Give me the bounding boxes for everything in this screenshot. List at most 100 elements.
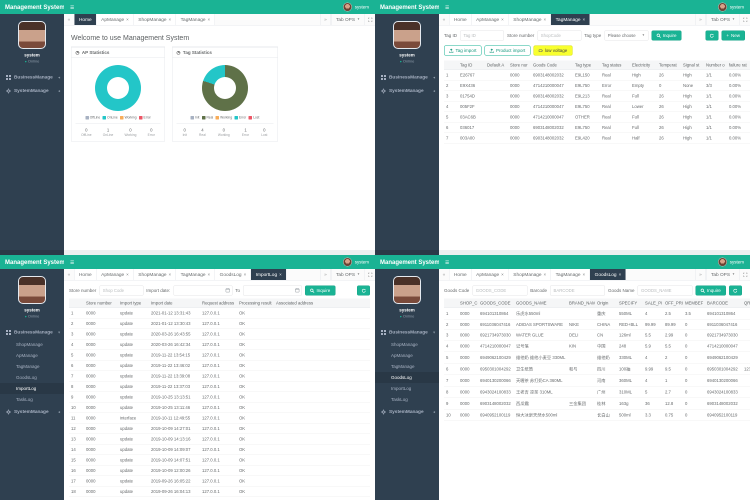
close-icon[interactable]: × [501,17,504,22]
column-header[interactable]: OFF_PRI [663,298,683,308]
tab-ops-dropdown[interactable]: Tab OPS ▼ [706,269,739,280]
column-header[interactable]: failure rat [727,60,750,70]
sidebar-subitem[interactable]: TaskLog [391,397,408,402]
close-icon[interactable]: × [543,272,547,277]
close-icon[interactable]: × [582,272,586,277]
sidebar-item-systemmanage[interactable]: SystemManage ◂ [375,405,439,419]
date-to-input[interactable] [243,285,303,296]
close-icon[interactable]: × [582,17,586,22]
tab-ops-dropdown[interactable]: Tab OPS ▼ [331,269,364,280]
column-header[interactable]: SALE_PI [643,298,663,308]
sidebar-item-businessmanage[interactable]: BusinessManage ◂ [0,71,64,85]
tag-type-select[interactable]: Please choose ▼ [604,30,649,41]
profile-avatar[interactable] [18,276,46,304]
sidebar-subitem[interactable]: GoodsLog [375,372,439,383]
fullscreen-icon[interactable] [739,269,750,280]
tag-id-input[interactable] [460,30,505,41]
tab[interactable]: ApManage × [471,269,509,280]
hamburger-icon[interactable]: ≡ [445,3,450,11]
tab[interactable]: GoodsLog × [590,269,627,280]
close-icon[interactable]: × [543,17,547,22]
column-header[interactable]: Associated address [274,298,370,308]
sidebar-subitem[interactable]: ApManage [16,353,38,358]
tab-scroll-right[interactable]: » [321,14,332,25]
sidebar-item-businessmanage[interactable]: BusinessManage ▾ [375,326,439,340]
column-header[interactable]: BARCODE [705,298,742,308]
close-icon[interactable]: × [207,272,211,277]
close-icon[interactable]: × [243,272,247,277]
fullscreen-icon[interactable] [364,269,376,280]
inquire-button[interactable]: Inquire [651,30,682,41]
column-header[interactable]: QRCODE [742,298,750,308]
tab[interactable]: ImportLog × [251,269,287,280]
tab[interactable]: ShopManage × [508,14,552,25]
product-import-button[interactable]: Product import [484,45,531,56]
tab-ops-dropdown[interactable]: Tab OPS ▼ [706,14,739,25]
tab[interactable]: TagManage × [176,269,216,280]
tab[interactable]: ShopManage × [508,269,552,280]
sidebar-subitem[interactable]: TagManage [16,364,40,369]
tab[interactable]: TagManage × [551,14,591,25]
profile-avatar[interactable] [18,21,46,49]
close-icon[interactable]: × [126,17,129,22]
tab[interactable]: TagManage × [551,269,591,280]
close-icon[interactable]: × [618,272,622,277]
refresh-button[interactable] [705,30,719,41]
hamburger-icon[interactable]: ≡ [445,258,450,266]
inquire-button[interactable]: Inquire [695,285,726,296]
sidebar-subitem[interactable]: ShopManage [391,342,418,347]
tab-scroll-left[interactable]: « [439,14,450,25]
column-header[interactable]: Store number [84,298,118,308]
column-header[interactable]: BRAND_NAME [567,298,595,308]
column-header[interactable]: Default A [485,60,508,70]
sidebar-subitem[interactable]: ImportLog [0,383,64,394]
close-icon[interactable]: × [279,272,282,277]
store-number-input[interactable] [99,285,144,296]
column-header[interactable]: Store nur [508,60,531,70]
navbar-avatar[interactable] [343,2,353,12]
profile-avatar[interactable] [393,276,421,304]
tab[interactable]: ApManage × [471,14,509,25]
profile-avatar[interactable] [393,21,421,49]
column-header[interactable]: MEMBEF [683,298,705,308]
column-header[interactable]: Origin [595,298,617,308]
sidebar-subitem[interactable]: ShopManage [16,342,43,347]
navbar-avatar[interactable] [718,257,728,267]
close-icon[interactable]: × [501,272,504,277]
close-icon[interactable]: × [207,17,211,22]
sidebar-item-systemmanage[interactable]: SystemManage ◂ [375,84,439,98]
column-header[interactable]: Import date [149,298,200,308]
hamburger-icon[interactable]: ≡ [70,3,75,11]
store-number-input[interactable] [537,30,582,41]
tab-scroll-left[interactable]: « [64,14,75,25]
refresh-button[interactable] [357,285,370,296]
tab[interactable]: Home× [74,14,97,25]
column-header[interactable]: Number o [704,60,727,70]
refresh-button[interactable] [728,285,742,296]
goods-name-input[interactable] [637,285,693,296]
column-header[interactable]: Tag type [573,60,600,70]
tab-scroll-right[interactable]: » [696,14,707,25]
column-header[interactable]: Temperat [657,60,681,70]
sidebar-item-businessmanage[interactable]: BusinessManage ◂ [375,71,439,85]
column-header[interactable]: GOODS_NAME [514,298,567,308]
column-header[interactable]: SPECIFY [617,298,643,308]
close-icon[interactable]: × [168,17,172,22]
new-button[interactable]: + New [721,30,745,41]
tab[interactable]: ApManage × [96,269,134,280]
tab[interactable]: ShopManage × [133,269,177,280]
tab[interactable]: TagManage × [176,14,216,25]
tab[interactable]: Home× [449,269,472,280]
sidebar-subitem[interactable]: TagManage [391,364,415,369]
tab[interactable]: Home× [449,14,472,25]
tab[interactable]: GoodsLog × [215,269,252,280]
sidebar-item-businessmanage[interactable]: BusinessManage ▾ [0,326,64,340]
sidebar-subitem[interactable]: ApManage [391,353,413,358]
tab-scroll-right[interactable]: » [321,269,332,280]
tab[interactable]: Home× [74,269,97,280]
column-header[interactable]: Goods Code [531,60,573,70]
inquire-button[interactable]: Inquire [305,285,336,296]
tab-scroll-left[interactable]: « [439,269,450,280]
tab[interactable]: ApManage × [96,14,134,25]
low-voltage-button[interactable]: low voltage [533,45,573,56]
